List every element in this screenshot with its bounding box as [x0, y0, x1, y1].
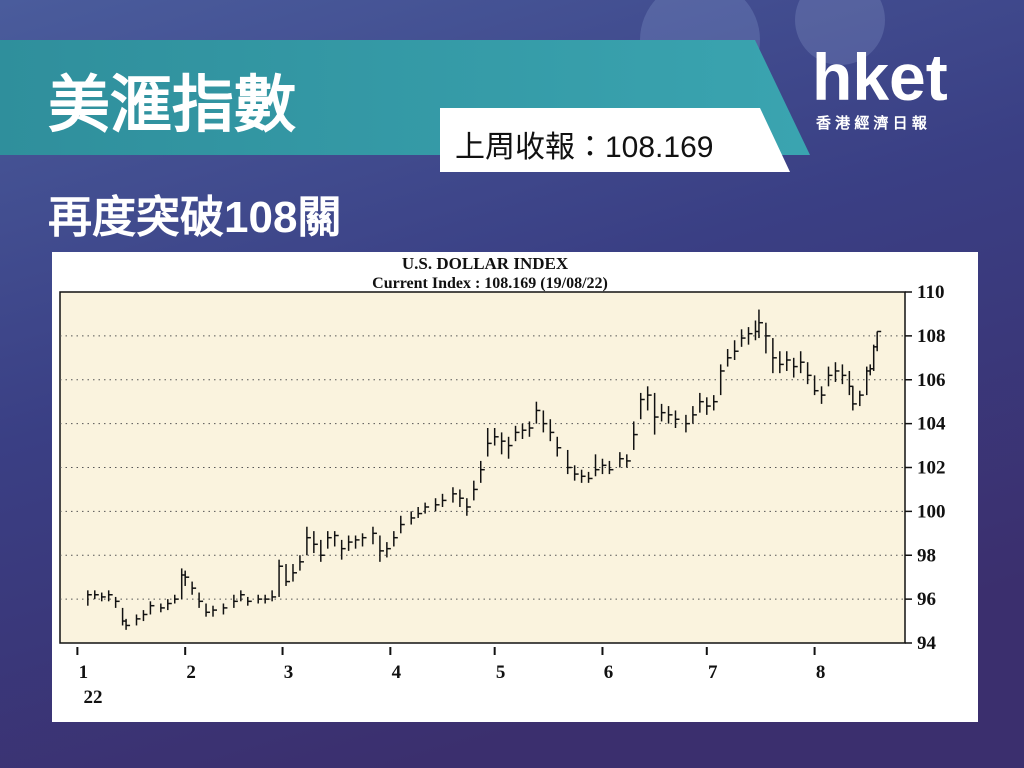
bubble: [795, 0, 885, 65]
price-box: [440, 108, 790, 172]
price-label: 上周收報：108.169: [455, 131, 713, 164]
y-tick-label: 100: [917, 501, 946, 522]
x-tick-label: 4: [392, 662, 402, 683]
y-tick-label: 108: [917, 326, 946, 347]
y-tick-label: 104: [917, 414, 946, 435]
x-tick-label: 8: [816, 662, 826, 683]
y-tick-label: 94: [917, 633, 937, 654]
headline: 再度突破108關: [48, 193, 341, 242]
year-label: 22: [84, 687, 103, 708]
y-tick-label: 106: [917, 370, 946, 391]
logo: hket: [812, 40, 948, 114]
x-tick-label: 1: [79, 662, 89, 683]
logo-subtitle: 香 港 經 濟 日 報: [816, 114, 928, 132]
y-tick-label: 98: [917, 545, 936, 566]
x-tick-label: 5: [496, 662, 506, 683]
page-title: 美滙指數: [48, 71, 296, 140]
chart-title: U.S. DOLLAR INDEX: [402, 254, 569, 273]
y-tick-label: 110: [917, 282, 944, 303]
x-tick-label: 7: [708, 662, 718, 683]
chart-subtitle: Current Index : 108.169 (19/08/22): [372, 275, 608, 292]
y-tick-label: 96: [917, 589, 936, 610]
x-tick-label: 2: [186, 662, 196, 683]
y-tick-label: 102: [917, 458, 946, 479]
x-tick-label: 3: [284, 662, 294, 683]
x-tick-label: 6: [604, 662, 614, 683]
